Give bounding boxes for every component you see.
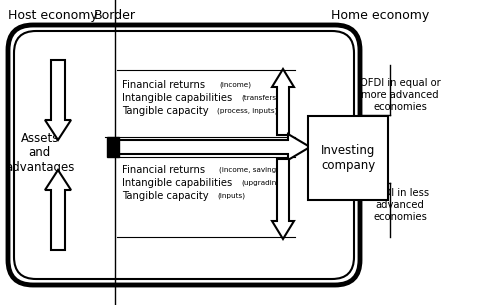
Text: (inputs): (inputs): [217, 193, 245, 199]
Polygon shape: [45, 60, 71, 140]
Polygon shape: [45, 170, 71, 250]
Text: Financial returns: Financial returns: [122, 80, 205, 90]
Text: Tangible capacity: Tangible capacity: [122, 106, 208, 116]
Text: Border: Border: [94, 9, 136, 22]
Text: Financial returns: Financial returns: [122, 165, 205, 175]
Text: Assets
and
advantages: Assets and advantages: [5, 131, 74, 174]
Text: Investing
company: Investing company: [321, 144, 375, 172]
Text: (process, inputs): (process, inputs): [217, 108, 278, 114]
Bar: [308, 116, 388, 200]
Text: Intangible capabilities: Intangible capabilities: [122, 93, 232, 103]
Text: Returns from OFDI: Returns from OFDI: [151, 142, 249, 152]
Text: (upgrading): (upgrading): [241, 180, 284, 186]
Text: (transfers): (transfers): [241, 95, 279, 101]
Text: Intangible capabilities: Intangible capabilities: [122, 178, 232, 188]
Text: Tangible capacity: Tangible capacity: [122, 191, 208, 201]
Text: Home economy: Home economy: [331, 9, 429, 22]
Text: Host economy: Host economy: [8, 9, 98, 22]
Polygon shape: [272, 159, 294, 239]
Polygon shape: [109, 134, 310, 160]
Bar: [107, 137, 119, 157]
Text: (income, savings): (income, savings): [219, 167, 283, 173]
Text: OFDI in less
advanced
economies: OFDI in less advanced economies: [370, 188, 430, 222]
Text: (income): (income): [219, 82, 251, 88]
Text: OFDI in equal or
more advanced
economies: OFDI in equal or more advanced economies: [360, 78, 440, 112]
Polygon shape: [272, 69, 294, 135]
FancyBboxPatch shape: [8, 25, 360, 285]
